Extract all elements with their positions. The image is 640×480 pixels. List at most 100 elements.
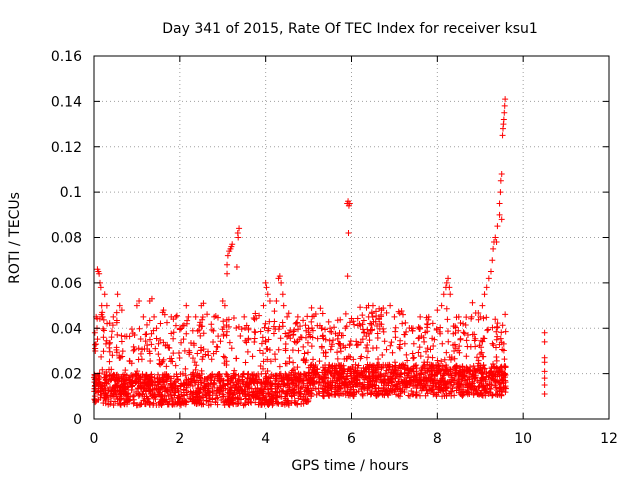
data-point (479, 338, 486, 345)
data-point (391, 359, 398, 366)
data-point (261, 380, 268, 387)
data-point (141, 380, 148, 387)
data-point (263, 345, 270, 352)
data-point (133, 302, 140, 309)
data-point (417, 313, 424, 320)
data-point (265, 336, 272, 343)
data-point (250, 388, 257, 395)
data-point (322, 372, 329, 379)
data-point (475, 357, 482, 364)
data-point (110, 371, 117, 378)
data-point (104, 320, 111, 327)
data-point (451, 392, 458, 399)
data-point (439, 340, 446, 347)
data-point (261, 324, 268, 331)
data-point (358, 353, 365, 360)
data-point (307, 377, 314, 384)
data-point (197, 332, 204, 339)
data-point (100, 316, 107, 323)
data-point (442, 367, 449, 374)
data-point (102, 396, 109, 403)
data-point (266, 318, 273, 325)
data-point (364, 326, 371, 333)
data-point (208, 356, 215, 363)
data-point (433, 325, 440, 332)
data-point (416, 344, 423, 351)
data-point (472, 335, 479, 342)
data-point (256, 312, 263, 319)
data-point (484, 382, 491, 389)
data-point (502, 96, 509, 103)
data-point (424, 321, 431, 328)
data-point (234, 401, 241, 408)
data-point (405, 370, 412, 377)
data-point (354, 315, 361, 322)
data-point (337, 316, 344, 323)
data-point (499, 346, 506, 353)
data-point (364, 385, 371, 392)
data-point (480, 383, 487, 390)
data-point (435, 362, 442, 369)
data-point (413, 385, 420, 392)
data-point (220, 318, 227, 325)
data-point (262, 279, 269, 286)
data-point (488, 368, 495, 375)
data-point (230, 391, 237, 398)
data-point (147, 373, 154, 380)
data-point (242, 359, 249, 366)
data-point (188, 371, 195, 378)
data-point (131, 392, 138, 399)
data-point (412, 392, 419, 399)
data-point (106, 366, 113, 373)
data-point (460, 320, 467, 327)
data-point (423, 320, 430, 327)
data-point (146, 400, 153, 407)
data-point (112, 398, 119, 405)
y-tick-label: 0.08 (51, 231, 82, 247)
data-point (178, 380, 185, 387)
data-point (286, 358, 293, 365)
data-point (476, 391, 483, 398)
data-point (483, 373, 490, 380)
data-point (224, 380, 231, 387)
data-point (490, 245, 497, 252)
data-point (183, 320, 190, 327)
data-point (229, 241, 236, 248)
data-point (342, 388, 349, 395)
data-point (372, 375, 379, 382)
data-point (181, 397, 188, 404)
x-tick-label: 12 (600, 431, 618, 447)
data-point (492, 391, 499, 398)
data-point (496, 211, 503, 218)
data-point (100, 325, 107, 332)
data-point (348, 368, 355, 375)
data-point (279, 291, 286, 298)
data-point (297, 323, 304, 330)
data-point (322, 383, 329, 390)
data-point (180, 322, 187, 329)
data-point (494, 320, 501, 327)
data-point (452, 323, 459, 330)
data-point (464, 343, 471, 350)
data-point (447, 368, 454, 375)
data-point (201, 382, 208, 389)
data-point (344, 373, 351, 380)
data-point (280, 373, 287, 380)
data-point (278, 279, 285, 286)
data-point (100, 334, 107, 341)
data-point (445, 379, 452, 386)
data-point (207, 372, 214, 379)
data-point (341, 379, 348, 386)
data-point (163, 319, 170, 326)
data-point (321, 367, 328, 374)
data-point (148, 330, 155, 337)
data-point (308, 318, 315, 325)
data-point (158, 402, 165, 409)
data-point (403, 328, 410, 335)
data-point (496, 369, 503, 376)
data-point (383, 309, 390, 316)
data-point (403, 351, 410, 358)
data-point (224, 261, 231, 268)
data-point (125, 374, 132, 381)
data-point (243, 339, 250, 346)
